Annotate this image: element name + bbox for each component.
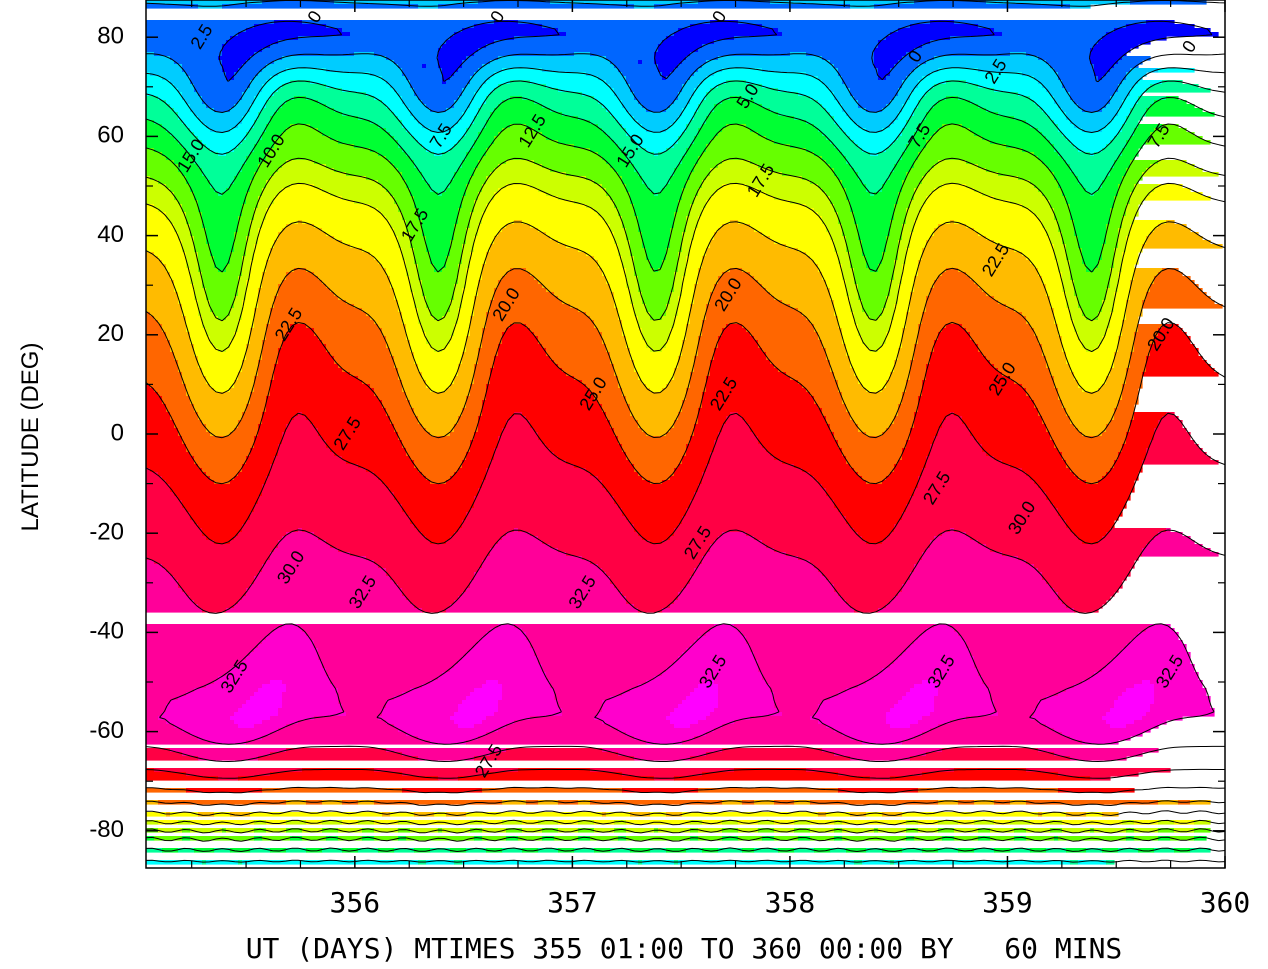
x-tick-labels: 356 357 358 359 360 xyxy=(330,886,1251,919)
x-tick-label: 357 xyxy=(547,886,598,919)
y-tick-label: 80 xyxy=(97,23,124,50)
x-tick-label: 358 xyxy=(765,886,816,919)
contour-line xyxy=(146,321,1225,794)
y-tick-label: 40 xyxy=(97,221,124,248)
y-tick-label: 20 xyxy=(97,320,124,347)
contour-line xyxy=(146,221,1225,816)
contour-line xyxy=(146,529,1225,762)
y-tick-label: -60 xyxy=(89,717,124,744)
contour-line xyxy=(146,157,1225,834)
y-tick-label: -20 xyxy=(89,519,124,546)
y-axis-label: LATITUDE (DEG) xyxy=(17,343,44,532)
contour-lines xyxy=(146,0,1225,863)
contour-line xyxy=(146,96,1225,852)
contour-line xyxy=(146,412,1225,779)
plot-area xyxy=(146,0,1225,865)
contour-fills xyxy=(146,0,1223,865)
x-tick-label: 356 xyxy=(330,886,381,919)
x-tick-label: 360 xyxy=(1200,886,1251,919)
y-tick-labels: 80 60 40 20 0 -20 -40 -60 -80 xyxy=(89,23,124,844)
contour-line xyxy=(146,182,1225,826)
contour-line xyxy=(146,67,1225,133)
x-axis-label: UT (DAYS) MTIMES 355 01:00 TO 360 00:00 … xyxy=(246,932,1123,965)
contour-line xyxy=(146,123,1225,842)
y-tick-label: 60 xyxy=(97,122,124,149)
contour-line xyxy=(218,20,1213,83)
y-tick-label: 0 xyxy=(111,419,124,446)
contour-line xyxy=(146,267,1225,806)
y-tick-label: -40 xyxy=(89,618,124,645)
axis-ticks xyxy=(146,0,1226,868)
x-tick-label: 359 xyxy=(982,886,1033,919)
y-tick-label: -80 xyxy=(89,816,124,843)
contour-line xyxy=(159,623,1215,745)
contour-label: 0 xyxy=(1178,37,1200,56)
